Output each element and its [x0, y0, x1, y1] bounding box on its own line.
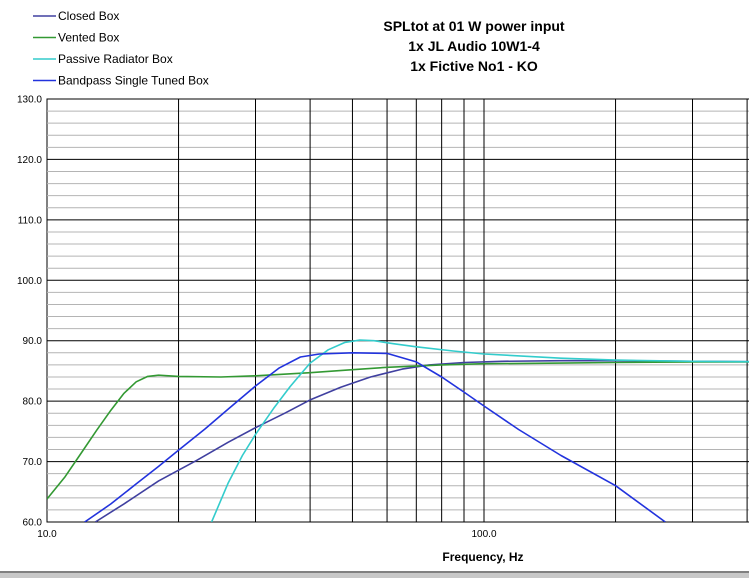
window-bottom-edge	[0, 571, 749, 578]
plot-lines	[47, 339, 749, 522]
y-tick-label: 70.0	[23, 457, 43, 468]
legend-label-1: Closed Box	[58, 9, 119, 23]
legend-label-2: Vented Box	[58, 31, 119, 45]
y-axis-tick-labels: 60.0 70.0 80.0 90.0 100.0 110.0 120.0 130.0	[17, 95, 42, 529]
title-line-2: 1x JL Audio 10W1-4	[408, 38, 540, 54]
series-line-3	[210, 339, 749, 522]
plot-frame	[46, 98, 749, 523]
x-tick-label: 100.0	[471, 529, 496, 540]
y-tick-label: 80.0	[23, 397, 43, 408]
x-tick-label: 10.0	[37, 529, 57, 540]
y-tick-label: 100.0	[17, 276, 42, 287]
legend-label-4: Bandpass Single Tuned Box	[58, 74, 209, 88]
chart-title: SPLtot at 01 W power input 1x JL Audio 1…	[383, 18, 565, 74]
title-line-3: 1x Fictive No1 - KO	[410, 58, 538, 74]
series-line-4	[84, 351, 666, 522]
y-tick-label: 120.0	[17, 155, 42, 166]
y-tick-label: 90.0	[23, 336, 43, 347]
legend: Closed Box Vented Box Passive Radiator Box…	[33, 9, 209, 88]
grid	[46, 98, 749, 523]
x-axis-tick-labels: 10.0 100.0	[37, 529, 497, 540]
series-line-1	[94, 359, 749, 522]
y-tick-label: 60.0	[23, 518, 43, 529]
y-tick-label: 130.0	[17, 95, 42, 106]
y-tick-label: 110.0	[18, 215, 43, 226]
legend-label-3: Passive Radiator Box	[58, 52, 173, 66]
title-line-1: SPLtot at 01 W power input	[383, 18, 565, 34]
x-axis-label: Frequency, Hz	[442, 550, 523, 564]
series-line-2	[47, 361, 749, 500]
series-group	[47, 339, 749, 522]
